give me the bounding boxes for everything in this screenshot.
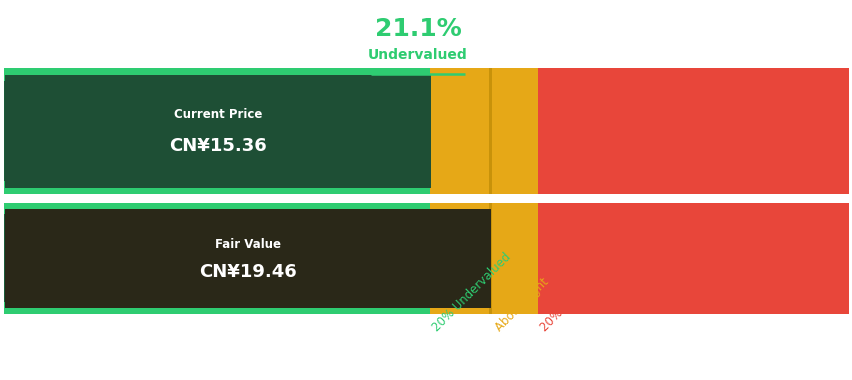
Text: Undervalued: Undervalued bbox=[368, 48, 467, 62]
Bar bbox=[492, 203, 538, 314]
Text: 20% Overvalued: 20% Overvalued bbox=[538, 255, 616, 334]
Bar bbox=[538, 203, 848, 314]
Bar bbox=[429, 68, 488, 194]
Bar bbox=[488, 68, 492, 194]
Bar bbox=[4, 214, 429, 302]
Text: 20% Undervalued: 20% Undervalued bbox=[429, 250, 513, 334]
Text: CN¥15.36: CN¥15.36 bbox=[169, 137, 267, 155]
Text: About Right: About Right bbox=[492, 276, 551, 334]
Text: Fair Value: Fair Value bbox=[215, 238, 280, 250]
Bar bbox=[429, 203, 488, 314]
Bar bbox=[488, 203, 492, 314]
Bar bbox=[492, 68, 538, 194]
Bar bbox=[5, 75, 430, 188]
Bar bbox=[538, 68, 848, 194]
Text: Current Price: Current Price bbox=[174, 108, 262, 121]
Bar bbox=[4, 81, 429, 181]
Bar bbox=[4, 68, 848, 194]
Bar bbox=[4, 203, 848, 314]
Text: 21.1%: 21.1% bbox=[374, 16, 461, 41]
Bar bbox=[5, 209, 490, 308]
Text: CN¥19.46: CN¥19.46 bbox=[199, 263, 296, 280]
